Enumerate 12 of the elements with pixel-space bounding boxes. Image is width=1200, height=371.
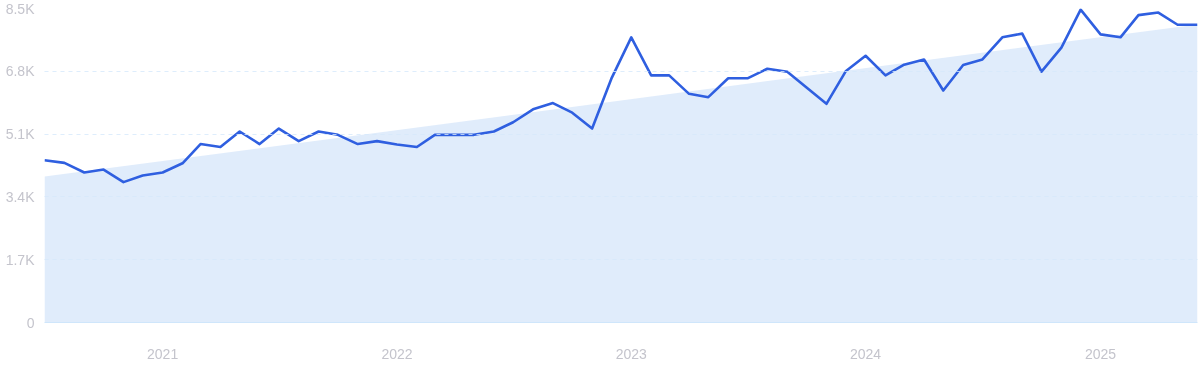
line-series <box>44 8 1198 184</box>
x-tick-label: 2022 <box>381 345 413 362</box>
y-tick-label: 0 <box>26 314 35 331</box>
y-tick-label: 6.8K <box>5 63 36 80</box>
x-tick-label: 2023 <box>615 345 648 362</box>
x-tick-label: 2024 <box>850 345 882 362</box>
x-tick-label: 2021 <box>147 345 179 362</box>
y-tick-label: 5.1K <box>5 126 36 143</box>
y-tick-label: 1.7K <box>5 251 36 268</box>
y-tick-label: 3.4K <box>5 188 36 205</box>
x-tick-label: 2025 <box>1084 345 1117 362</box>
y-tick-label: 8.5K <box>5 0 36 17</box>
